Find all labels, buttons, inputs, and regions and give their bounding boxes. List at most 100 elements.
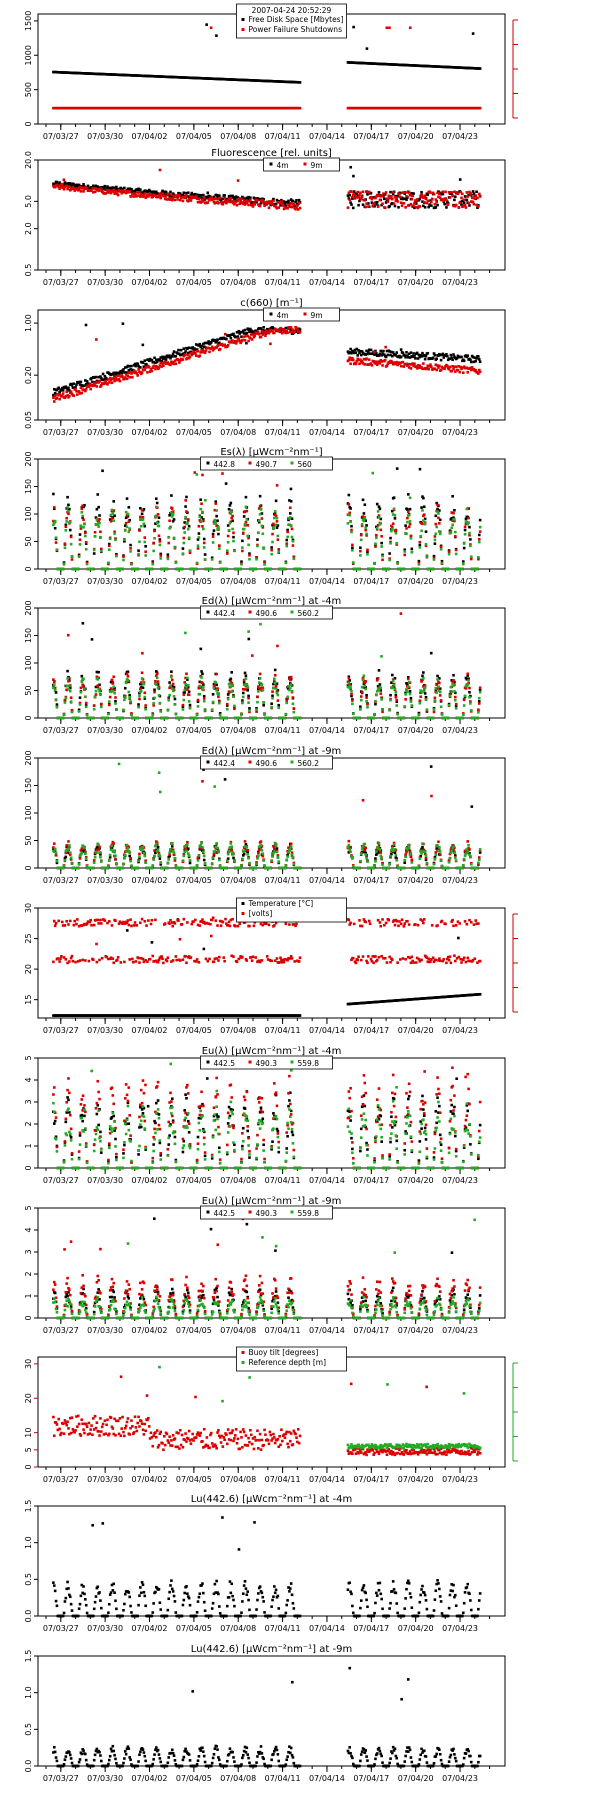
data-point <box>100 549 103 553</box>
data-point <box>463 525 467 529</box>
data-point <box>355 347 359 351</box>
data-point <box>182 347 186 350</box>
data-point <box>126 374 130 378</box>
data-point <box>349 362 352 366</box>
data-point <box>172 518 176 521</box>
data-point <box>171 519 175 523</box>
data-point <box>223 196 226 200</box>
data-point <box>248 552 251 555</box>
data-point <box>103 184 107 188</box>
data-point <box>243 339 247 342</box>
data-point <box>423 205 427 209</box>
data-point <box>466 370 470 374</box>
data-point <box>422 196 425 200</box>
data-point <box>418 540 422 544</box>
data-point <box>366 550 369 554</box>
data-point <box>218 347 222 351</box>
data-point <box>274 523 278 527</box>
data-point <box>170 670 173 673</box>
data-point <box>70 558 74 561</box>
data-point <box>393 196 397 199</box>
data-point <box>142 193 146 197</box>
data-point <box>149 193 153 197</box>
ed4-xtick-label: 07/04/23 <box>442 726 478 735</box>
data-point <box>412 204 415 207</box>
data-point <box>407 513 411 517</box>
ed4-ytick-label: 200 <box>24 600 33 615</box>
ed4-xtick-label: 07/04/14 <box>309 726 345 735</box>
data-point <box>291 199 295 203</box>
data-point <box>478 106 482 110</box>
data-point <box>275 484 279 487</box>
data-point <box>127 369 131 372</box>
data-point <box>291 696 295 699</box>
data-point <box>365 524 368 527</box>
data-point <box>454 370 457 373</box>
ed4-xtick-label: 07/04/05 <box>176 726 212 735</box>
data-point <box>396 194 399 198</box>
data-point <box>472 360 476 364</box>
fluor-xtick-label: 07/04/02 <box>132 278 168 287</box>
data-point <box>256 198 259 202</box>
data-point <box>106 382 109 386</box>
data-point <box>430 204 433 207</box>
data-point <box>139 195 142 198</box>
data-point <box>226 693 230 696</box>
data-point <box>465 507 469 511</box>
data-point <box>433 367 437 371</box>
data-point <box>277 550 281 553</box>
ed4-ytick-label: 50 <box>24 685 33 695</box>
data-point <box>421 194 424 198</box>
data-point <box>169 190 172 194</box>
data-point <box>213 684 217 687</box>
data-point <box>214 197 218 200</box>
data-point <box>367 190 371 194</box>
data-point <box>244 495 248 499</box>
data-point <box>179 348 183 352</box>
data-point <box>466 354 470 357</box>
data-point <box>423 357 427 361</box>
data-point <box>247 195 250 199</box>
data-point <box>375 360 378 364</box>
data-point <box>474 194 478 197</box>
data-point <box>196 349 200 353</box>
data-point <box>351 206 355 210</box>
data-point <box>145 366 148 369</box>
data-point <box>65 182 69 185</box>
data-point <box>434 363 438 367</box>
data-point <box>85 187 89 190</box>
data-point <box>236 179 240 182</box>
data-point <box>194 354 198 357</box>
data-point <box>406 676 410 679</box>
data-point <box>126 675 130 678</box>
disk-xtick-label: 07/04/23 <box>442 132 478 141</box>
panel-ed4: Ed(λ) [μWcm⁻²nm⁻¹] at -4m05010015020007/… <box>24 596 506 735</box>
data-point <box>198 680 202 684</box>
data-point <box>298 328 302 331</box>
data-point <box>374 702 377 706</box>
data-point <box>413 354 416 358</box>
data-point <box>410 197 414 201</box>
data-point <box>440 198 444 201</box>
data-point <box>92 384 95 388</box>
data-point <box>125 672 129 675</box>
data-point <box>141 191 145 195</box>
data-point <box>375 202 378 206</box>
data-point <box>260 512 264 515</box>
data-point <box>52 396 55 400</box>
data-point <box>128 187 131 191</box>
data-point <box>115 191 118 194</box>
data-point <box>394 199 398 202</box>
data-point <box>79 686 83 690</box>
legend-swatch <box>269 312 273 316</box>
data-point <box>403 548 407 552</box>
data-point <box>158 192 162 196</box>
data-point <box>417 561 421 565</box>
c660-ytick-label: 0.05 <box>24 411 33 429</box>
data-point <box>468 690 471 694</box>
data-point <box>129 550 132 553</box>
data-point <box>97 676 100 680</box>
data-point <box>418 467 422 471</box>
data-point <box>288 677 291 681</box>
data-point <box>172 685 176 689</box>
